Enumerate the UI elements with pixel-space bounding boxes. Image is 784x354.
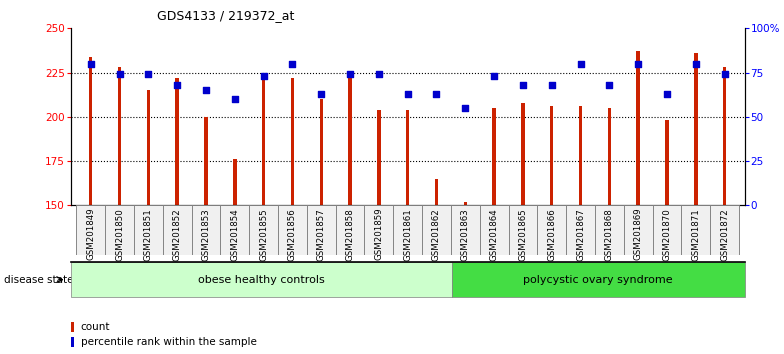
- Text: GSM201850: GSM201850: [115, 208, 124, 261]
- Text: GSM201861: GSM201861: [403, 208, 412, 261]
- Text: GSM201862: GSM201862: [432, 208, 441, 261]
- Bar: [336, 205, 365, 255]
- Bar: [262, 78, 265, 354]
- Point: [517, 82, 529, 88]
- Bar: [463, 202, 467, 354]
- Bar: [723, 67, 726, 354]
- Text: GSM201868: GSM201868: [605, 208, 614, 261]
- Bar: [278, 205, 307, 255]
- Bar: [550, 106, 554, 354]
- Bar: [480, 205, 509, 255]
- Bar: [147, 90, 150, 354]
- Point: [575, 61, 587, 67]
- Bar: [537, 205, 566, 255]
- Bar: [595, 205, 624, 255]
- Bar: [205, 117, 208, 354]
- Point: [546, 82, 558, 88]
- Point: [257, 73, 270, 79]
- Text: GSM201867: GSM201867: [576, 208, 585, 261]
- Point: [372, 72, 385, 77]
- Text: polycystic ovary syndrome: polycystic ovary syndrome: [524, 275, 673, 285]
- Text: obese healthy controls: obese healthy controls: [198, 275, 325, 285]
- Text: GSM201866: GSM201866: [547, 208, 557, 261]
- Bar: [105, 205, 134, 255]
- Bar: [509, 205, 537, 255]
- Bar: [191, 205, 220, 255]
- Text: GSM201872: GSM201872: [720, 208, 729, 261]
- Bar: [176, 78, 179, 354]
- Text: GSM201864: GSM201864: [490, 208, 499, 261]
- Text: GSM201855: GSM201855: [259, 208, 268, 261]
- Text: count: count: [81, 322, 111, 332]
- Text: percentile rank within the sample: percentile rank within the sample: [81, 337, 256, 347]
- Bar: [435, 179, 438, 354]
- Text: GSM201869: GSM201869: [633, 208, 643, 261]
- Point: [488, 73, 500, 79]
- Text: GSM201852: GSM201852: [172, 208, 182, 261]
- Bar: [521, 103, 524, 354]
- Point: [661, 91, 673, 97]
- Bar: [348, 78, 352, 354]
- Point: [343, 72, 356, 77]
- Bar: [608, 108, 611, 354]
- Bar: [377, 110, 380, 354]
- Text: GSM201858: GSM201858: [346, 208, 354, 261]
- Bar: [710, 205, 739, 255]
- Text: GSM201853: GSM201853: [201, 208, 210, 261]
- Bar: [320, 99, 323, 354]
- Bar: [422, 205, 451, 255]
- Text: GSM201856: GSM201856: [288, 208, 297, 261]
- Bar: [624, 205, 652, 255]
- Bar: [118, 67, 122, 354]
- Bar: [163, 205, 191, 255]
- Point: [286, 61, 299, 67]
- Bar: [220, 205, 249, 255]
- Bar: [291, 78, 294, 354]
- Bar: [365, 205, 394, 255]
- Text: GSM201863: GSM201863: [461, 208, 470, 261]
- Bar: [394, 205, 422, 255]
- Point: [401, 91, 414, 97]
- Bar: [652, 205, 681, 255]
- Text: GSM201849: GSM201849: [86, 208, 95, 261]
- Bar: [637, 51, 640, 354]
- Bar: [307, 205, 336, 255]
- Bar: [89, 57, 93, 354]
- Text: GSM201859: GSM201859: [375, 208, 383, 261]
- Bar: [76, 205, 105, 255]
- Point: [603, 82, 615, 88]
- Bar: [233, 159, 237, 354]
- Point: [171, 82, 183, 88]
- Bar: [681, 205, 710, 255]
- Point: [200, 87, 212, 93]
- Text: GSM201865: GSM201865: [518, 208, 528, 261]
- Point: [459, 105, 472, 111]
- Bar: [134, 205, 163, 255]
- Bar: [249, 205, 278, 255]
- Point: [690, 61, 702, 67]
- Point: [113, 72, 125, 77]
- Point: [228, 96, 241, 102]
- Point: [315, 91, 328, 97]
- Bar: [492, 108, 495, 354]
- Text: GSM201854: GSM201854: [230, 208, 239, 261]
- Point: [430, 91, 443, 97]
- Point: [718, 72, 731, 77]
- Bar: [579, 106, 583, 354]
- Text: disease state: disease state: [4, 275, 74, 285]
- Point: [142, 72, 154, 77]
- Text: GSM201871: GSM201871: [691, 208, 700, 261]
- Bar: [566, 205, 595, 255]
- Text: GDS4133 / 219372_at: GDS4133 / 219372_at: [157, 9, 294, 22]
- Point: [85, 61, 97, 67]
- Bar: [406, 110, 409, 354]
- Text: GSM201857: GSM201857: [317, 208, 325, 261]
- Text: GSM201870: GSM201870: [662, 208, 672, 261]
- Point: [632, 61, 644, 67]
- Bar: [451, 205, 480, 255]
- Bar: [666, 120, 669, 354]
- Bar: [694, 53, 698, 354]
- Text: GSM201851: GSM201851: [143, 208, 153, 261]
